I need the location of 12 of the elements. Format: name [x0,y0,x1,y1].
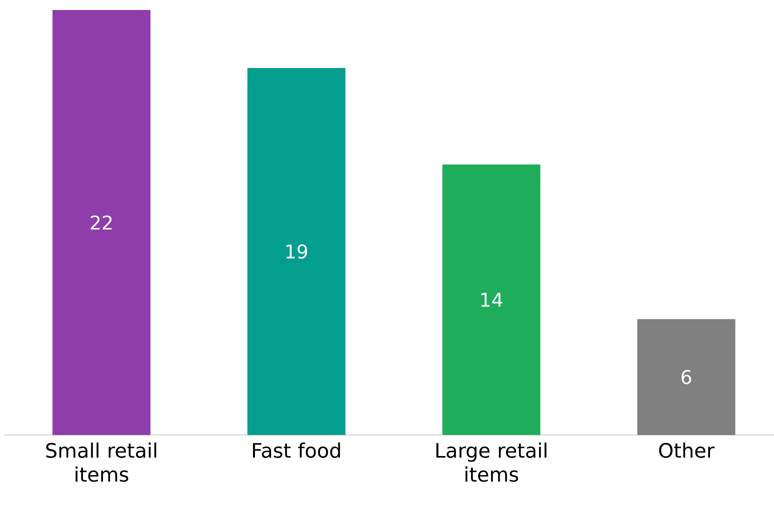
data-label: 22 [90,215,112,230]
bar [637,319,736,435]
x-tick-label: Fast food [253,442,340,458]
bar [52,10,150,435]
x-tick-label: Small retail items [46,442,156,482]
bar [442,164,540,435]
data-label: 14 [481,292,502,307]
data-label: 19 [286,244,308,259]
bar [247,68,346,435]
data-label: 6 [682,370,692,384]
x-tick-label: Large retail items [436,442,546,482]
x-tick-label: Other [659,442,715,458]
